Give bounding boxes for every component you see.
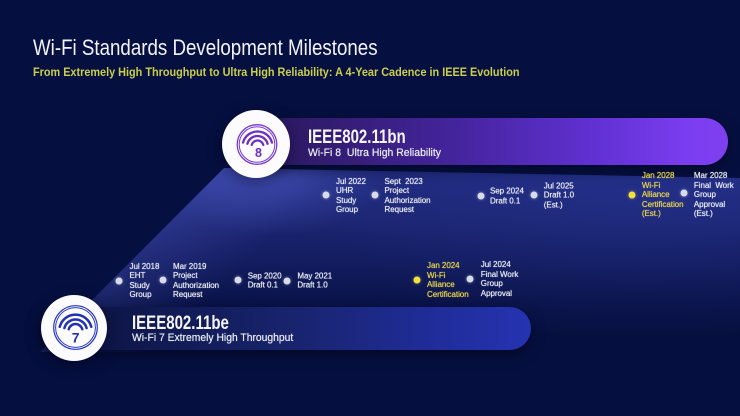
svg-text:7: 7 <box>72 329 80 345</box>
svg-text:8: 8 <box>255 145 262 159</box>
